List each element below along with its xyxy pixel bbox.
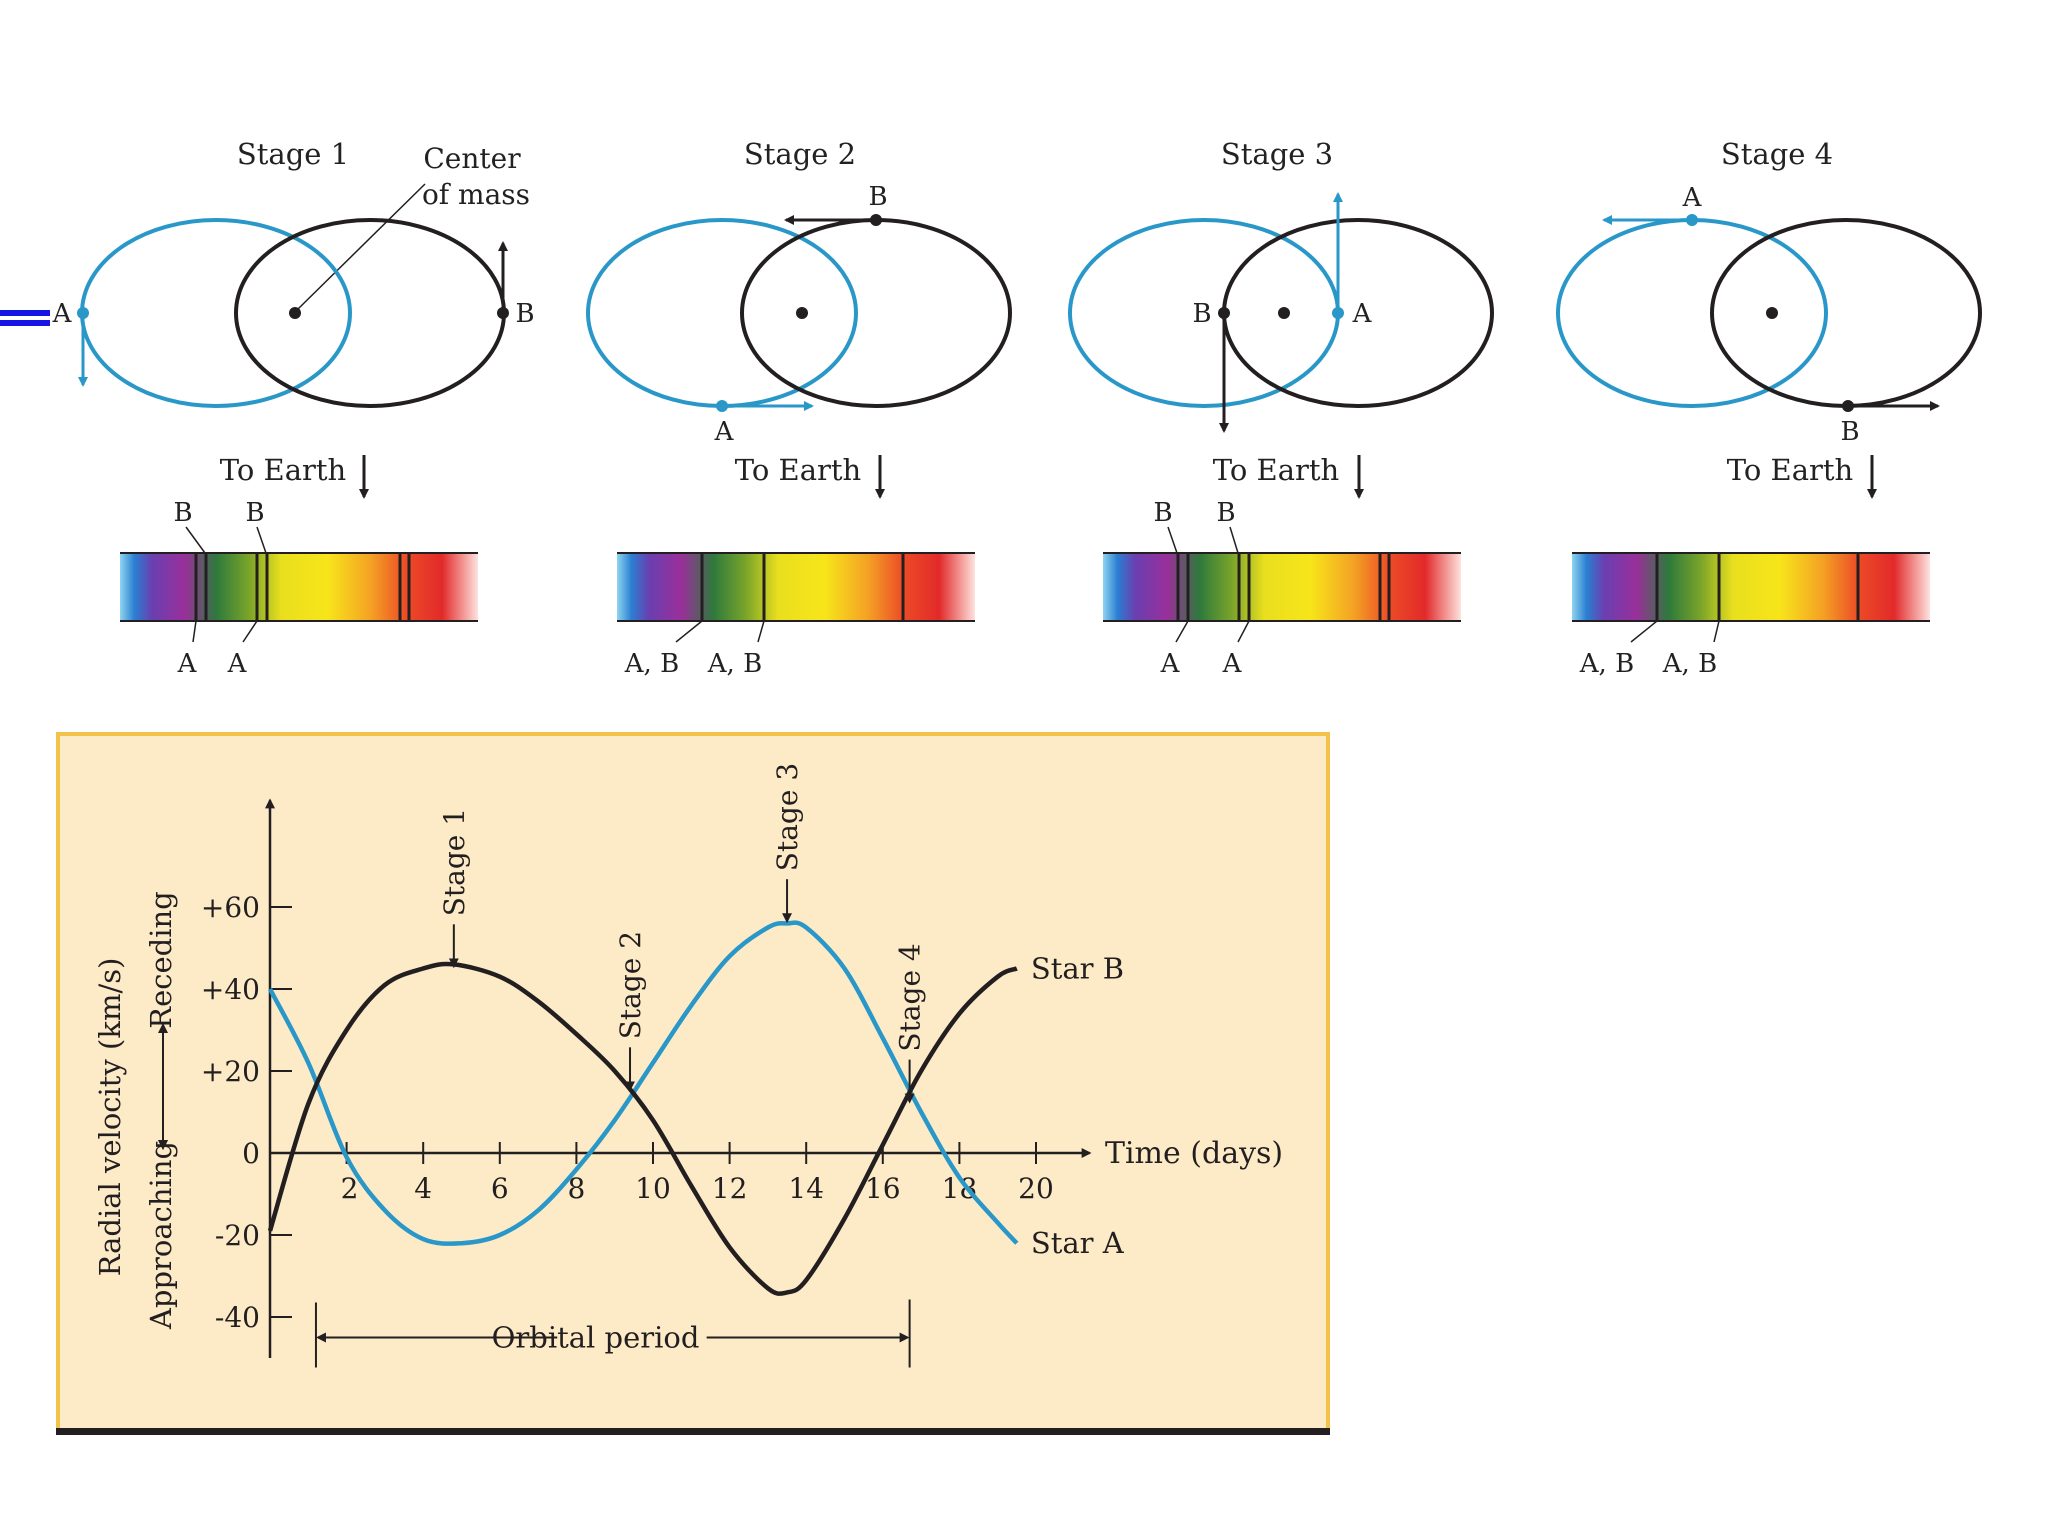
star-a-label: A (1682, 183, 1703, 213)
line-label-top: B (1153, 498, 1172, 528)
to-earth-label: To Earth (1213, 453, 1339, 487)
stage-marker-label: Stage 3 (771, 763, 804, 871)
stage-4-diagram: Stage 4 A B To Earth A, B A, B (1556, 137, 1982, 679)
to-earth-label: To Earth (1727, 453, 1853, 487)
x-tick-label: 2 (341, 1172, 359, 1205)
x-tick-label: 4 (414, 1172, 432, 1205)
stage-title: Stage 4 (1721, 137, 1833, 171)
stage-title: Stage 1 (237, 137, 349, 171)
center-of-mass-dot (1766, 307, 1778, 319)
stage-title: Stage 2 (744, 137, 856, 171)
label-leader (1167, 526, 1178, 554)
x-tick-label: 8 (567, 1172, 585, 1205)
star-b-label: B (1840, 417, 1859, 447)
left-edge-marker (0, 310, 50, 316)
y-tick-label: -20 (215, 1219, 260, 1252)
line-label-top: B (173, 498, 192, 528)
line-label-bottom: A (227, 649, 248, 679)
center-of-mass-label: Center (423, 142, 521, 175)
y-tick-label: +40 (201, 973, 260, 1006)
y-tick-label: +20 (201, 1055, 260, 1088)
label-leader (192, 620, 197, 643)
center-of-mass-dot (289, 307, 301, 319)
label-leader (1229, 526, 1239, 554)
star-b-label: B (515, 299, 534, 329)
star-a-label: A (1352, 299, 1373, 329)
label-leader (1713, 620, 1720, 643)
y-axis-approaching-label: Approaching (144, 1141, 178, 1330)
line-label-bottom: A (1222, 649, 1243, 679)
star-b-label: B (1192, 299, 1211, 329)
label-leader (185, 526, 206, 554)
y-axis-label: Radial velocity (km/s) (93, 958, 127, 1277)
label-leader (1175, 620, 1189, 643)
y-tick-label: 0 (242, 1137, 260, 1170)
line-label-top: B (245, 498, 264, 528)
left-edge-marker (0, 320, 50, 326)
x-tick-label: 16 (865, 1172, 901, 1205)
center-of-mass-dot (796, 307, 808, 319)
orbital-period-label: Orbital period (492, 1321, 700, 1355)
orbit-star-a (1556, 218, 1828, 408)
orbit-star-b (234, 218, 506, 408)
y-tick-label: +60 (201, 891, 260, 924)
line-label-bottom: A (1160, 649, 1181, 679)
x-tick-label: 12 (712, 1172, 748, 1205)
label-leader (757, 620, 765, 643)
label-leader (1630, 620, 1658, 643)
y-axis-receding-label: Receding (144, 891, 178, 1028)
x-tick-label: 14 (788, 1172, 824, 1205)
line-label-bottom: A (177, 649, 198, 679)
x-tick-label: 10 (635, 1172, 671, 1205)
spectrum-bar (617, 553, 975, 621)
label-leader (1237, 620, 1250, 643)
x-tick-label: 6 (491, 1172, 509, 1205)
line-label-bottom: A, B (1579, 649, 1634, 679)
line-label-bottom: A, B (707, 649, 762, 679)
label-leader (242, 620, 258, 643)
orbit-star-b (1710, 218, 1982, 408)
chart-panel-shadow (56, 1428, 1330, 1435)
spectrum-bar (120, 553, 478, 621)
x-tick-label: 20 (1018, 1172, 1054, 1205)
stage-marker-label: Stage 4 (894, 943, 927, 1051)
series-line-star-a (268, 920, 1019, 1246)
x-axis-label: Time (days) (1105, 1136, 1283, 1171)
orbit-star-a (586, 218, 858, 408)
spectrum-bar (1103, 553, 1461, 621)
stage-3-diagram: Stage 3 B A To Earth B B A A (1068, 137, 1494, 679)
center-of-mass-dot (1278, 307, 1290, 319)
center-of-mass-leader (296, 183, 426, 311)
y-tick-label: -40 (215, 1301, 260, 1334)
line-label-top: B (1216, 498, 1235, 528)
series-label: Star B (1031, 952, 1124, 986)
spectrum-bar (1572, 553, 1930, 621)
series-label: Star A (1031, 1226, 1125, 1260)
star-a-label: A (52, 299, 73, 329)
to-earth-label: To Earth (220, 453, 346, 487)
star-a-label: A (714, 417, 735, 447)
stage-1-diagram: Stage 1 Center of mass A B To Earth B B … (52, 137, 535, 679)
label-leader (675, 620, 703, 643)
center-of-mass-label: of mass (422, 178, 530, 211)
stage-2-diagram: Stage 2 B A To Earth A, B A, B (586, 137, 1012, 679)
stage-title: Stage 3 (1221, 137, 1333, 171)
orbit-star-a (80, 218, 352, 408)
label-leader (256, 526, 267, 554)
line-label-bottom: A, B (1662, 649, 1717, 679)
orbit-star-b (740, 218, 1012, 408)
stage-marker-label: Stage 1 (438, 808, 471, 916)
line-label-bottom: A, B (624, 649, 679, 679)
to-earth-label: To Earth (735, 453, 861, 487)
stage-marker-label: Stage 2 (614, 931, 647, 1039)
star-b-label: B (868, 182, 887, 212)
series-line-star-b (267, 961, 1018, 1296)
